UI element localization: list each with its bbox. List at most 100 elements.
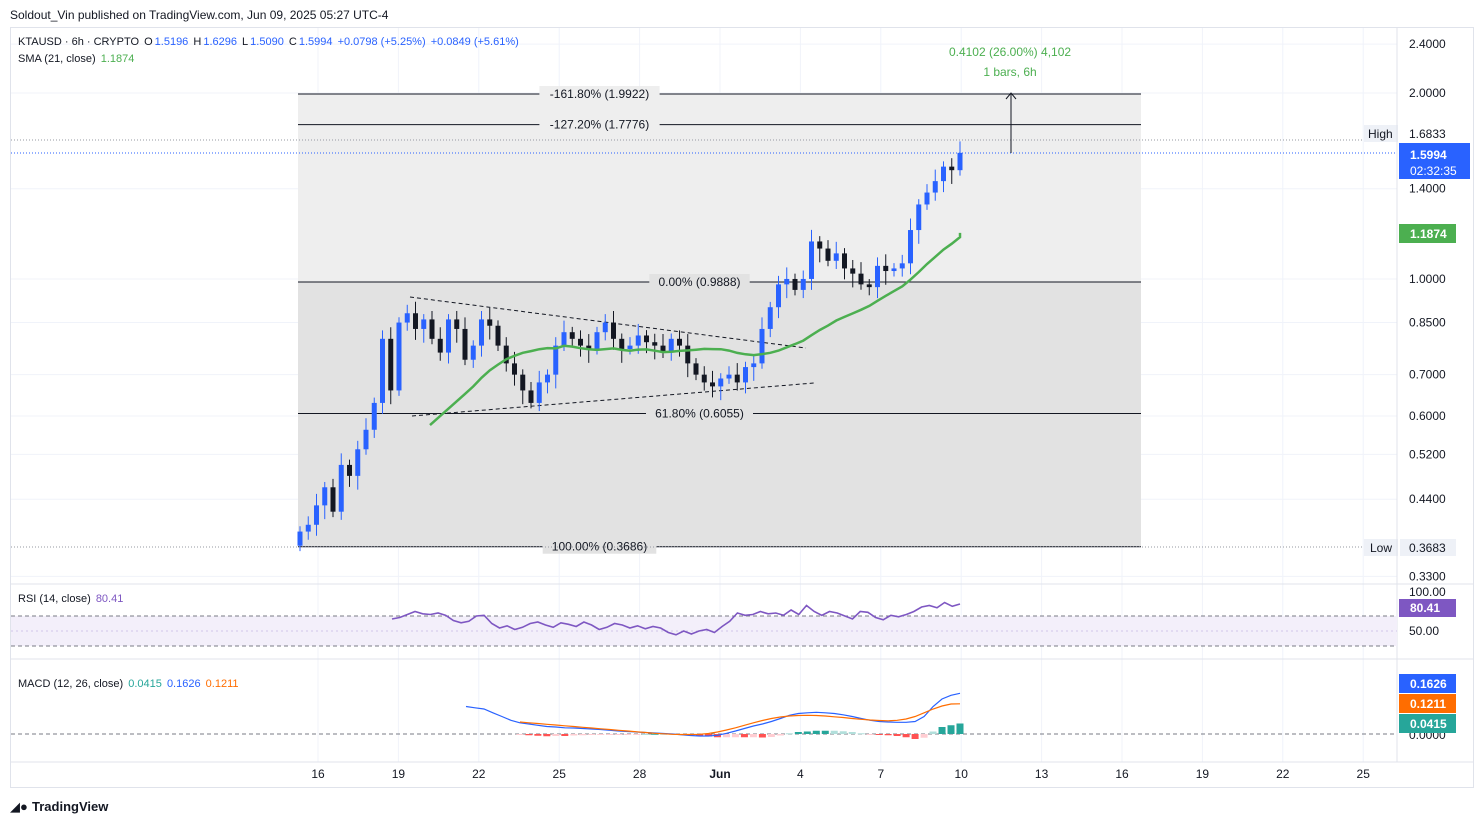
candle-body xyxy=(404,313,410,323)
high-tag-bg xyxy=(1364,125,1398,142)
candle xyxy=(569,326,575,347)
candle-body xyxy=(899,263,905,269)
candle xyxy=(941,161,946,193)
candle xyxy=(759,317,765,369)
macd-histogram-bar xyxy=(722,734,730,738)
fib-label-bg xyxy=(539,86,660,102)
candle-body xyxy=(602,322,608,333)
candle-body xyxy=(949,166,955,171)
high-tag-label: High xyxy=(1368,127,1393,141)
price-tick-label: 2.0000 xyxy=(1409,86,1446,100)
change-value: +0.0798 (+5.25%) xyxy=(337,36,426,48)
macd-histogram-bar xyxy=(875,734,883,735)
high-tag-value: 1.6833 xyxy=(1409,127,1446,141)
price-tick-label: 0.3300 xyxy=(1409,569,1446,583)
candle xyxy=(718,373,724,401)
candle xyxy=(578,330,583,357)
candle-body xyxy=(512,363,517,375)
rsi-legend[interactable]: RSI (14, close) 80.41 xyxy=(18,593,125,605)
macd-line xyxy=(465,692,961,737)
time-tick-label: 4 xyxy=(797,767,804,781)
candle-body xyxy=(726,374,732,379)
candle-body xyxy=(743,367,748,383)
macd-line-value: 0.1626 xyxy=(166,678,201,690)
price-tick-label: 2.4000 xyxy=(1409,37,1446,51)
price-tick-label: 0.7000 xyxy=(1409,368,1446,382)
sma-price-badge-value: 1.1874 xyxy=(1410,227,1447,241)
time-tick-label: 28 xyxy=(633,767,647,781)
macd-histogram-bar xyxy=(929,731,937,734)
candle xyxy=(495,320,501,352)
candle-body xyxy=(305,524,311,532)
candle-body xyxy=(487,319,493,326)
candle-body xyxy=(734,374,740,383)
candle xyxy=(462,317,468,366)
candle-body xyxy=(800,278,806,290)
candle-body xyxy=(429,319,435,339)
low-label: L xyxy=(242,36,249,48)
sma-legend[interactable]: SMA (21, close) 1.1874 xyxy=(18,53,136,65)
macd-histogram-bar xyxy=(705,734,713,737)
candle xyxy=(842,248,847,280)
change-value-2: +0.0849 (+5.61%) xyxy=(430,36,519,48)
macd-histogram-bar xyxy=(543,734,551,737)
candle xyxy=(957,141,963,176)
macd-histogram-bar xyxy=(525,734,533,736)
candle xyxy=(611,311,616,350)
close-value: 1.5994 xyxy=(298,36,333,48)
candle-body xyxy=(322,487,328,506)
macd-histogram-bar xyxy=(731,734,739,738)
tradingview-logo[interactable]: ◢● TradingView xyxy=(10,799,108,815)
candle xyxy=(479,310,484,357)
candle-body xyxy=(767,307,773,329)
fib-label-bg xyxy=(646,405,753,421)
candle xyxy=(875,257,880,299)
candle-body xyxy=(536,382,542,403)
candle xyxy=(314,493,319,536)
time-tick-label: 25 xyxy=(553,767,567,781)
candle xyxy=(520,369,526,405)
candle-body xyxy=(586,345,592,350)
macd-histogram-bar xyxy=(579,734,587,736)
candle-body xyxy=(470,345,476,360)
fib-label-bg xyxy=(539,116,660,132)
candle xyxy=(866,279,872,296)
candle xyxy=(388,327,394,405)
candle-body xyxy=(759,328,765,364)
candle xyxy=(487,307,493,340)
chart-frame xyxy=(10,27,1474,788)
candle xyxy=(899,254,905,277)
macd-histogram-bar xyxy=(911,734,919,739)
candle xyxy=(916,199,922,244)
candle-body xyxy=(446,319,451,353)
candle-body xyxy=(792,278,798,290)
candle xyxy=(850,259,856,288)
candle-body xyxy=(908,230,913,264)
tradingview-brand: TradingView xyxy=(32,799,109,814)
candle xyxy=(347,459,352,487)
macd-value-badge-text: 0.1626 xyxy=(1410,677,1447,691)
candle xyxy=(924,184,930,210)
candle-body xyxy=(611,322,616,339)
candle-body xyxy=(561,332,567,346)
candle xyxy=(512,351,517,386)
symbol-label[interactable]: KTAUSD · 6h · CRYPTO xyxy=(18,36,140,48)
macd-histogram-bar xyxy=(947,725,955,734)
candle xyxy=(776,275,781,319)
candle-body xyxy=(520,374,526,391)
sma-price-badge xyxy=(1399,224,1456,243)
candle xyxy=(429,310,435,345)
candle-body xyxy=(578,338,583,346)
candle xyxy=(710,370,715,398)
fib-zone-extension xyxy=(298,94,1141,282)
macd-legend[interactable]: MACD (12, 26, close) 0.0415 0.1626 0.121… xyxy=(18,678,240,690)
macd-histogram-bar xyxy=(902,734,910,738)
candle xyxy=(380,330,385,414)
candle-body xyxy=(371,402,377,430)
time-tick-label: 19 xyxy=(392,767,406,781)
macd-histogram-bar xyxy=(839,731,847,734)
macd-histogram-bar xyxy=(570,734,578,736)
candle-body xyxy=(776,284,781,308)
bar-countdown: 02:32:35 xyxy=(1410,164,1457,178)
